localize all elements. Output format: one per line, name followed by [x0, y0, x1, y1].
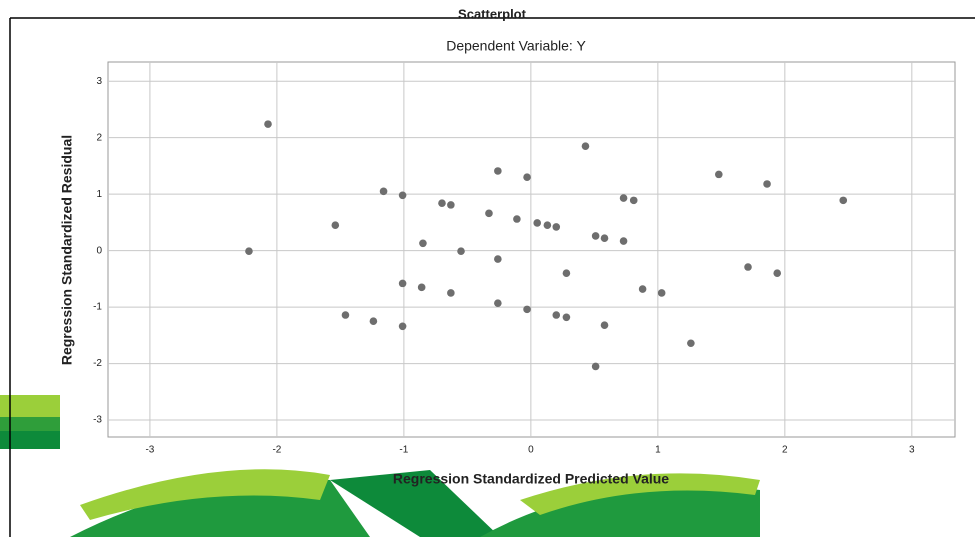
- watermark-band: [0, 395, 60, 417]
- point: [419, 239, 427, 247]
- point: [658, 289, 666, 297]
- point: [592, 363, 600, 371]
- point: [447, 289, 455, 297]
- point: [245, 247, 253, 255]
- point: [563, 313, 571, 321]
- point: [839, 197, 847, 205]
- point: [620, 194, 628, 202]
- x-tick-label: 1: [655, 445, 661, 456]
- y-tick-label: -2: [93, 358, 102, 369]
- point: [332, 221, 340, 229]
- point: [763, 180, 771, 188]
- watermark-band: [0, 417, 60, 431]
- chart-subtitle: Dependent Variable: Y: [446, 38, 586, 54]
- point: [380, 188, 388, 196]
- point: [342, 311, 350, 319]
- point: [494, 299, 502, 307]
- chart-title: Scatterplot: [458, 6, 527, 21]
- point: [264, 120, 272, 128]
- chart: Scatterplot Dependent Variable: Y Regres…: [0, 0, 975, 537]
- point: [620, 237, 628, 245]
- point: [494, 167, 502, 175]
- point: [744, 263, 752, 271]
- point: [523, 173, 531, 181]
- point: [552, 223, 560, 231]
- watermark-band: [0, 431, 60, 449]
- point: [513, 215, 521, 223]
- y-tick-label: 3: [96, 76, 102, 87]
- point: [544, 221, 552, 229]
- y-tick-label: 1: [96, 189, 102, 200]
- x-tick-label: 0: [528, 445, 534, 456]
- point: [438, 199, 446, 207]
- point: [601, 234, 609, 242]
- point: [494, 255, 502, 263]
- y-axis-label: Regression Standardized Residual: [59, 135, 75, 365]
- point: [399, 191, 407, 199]
- point: [773, 269, 781, 277]
- point: [552, 311, 560, 319]
- point: [457, 247, 465, 255]
- plot-area: [108, 62, 955, 437]
- x-tick-label: -3: [145, 445, 154, 456]
- x-tick-label: 3: [909, 445, 915, 456]
- y-tick-label: 2: [96, 132, 102, 143]
- y-tick-label: -3: [93, 415, 102, 426]
- point: [399, 280, 407, 288]
- point: [592, 232, 600, 240]
- x-tick-label: -1: [399, 445, 408, 456]
- point: [418, 284, 426, 292]
- x-axis-label: Regression Standardized Predicted Value: [393, 471, 669, 487]
- point: [715, 171, 723, 179]
- y-tick-label: 0: [96, 245, 102, 256]
- point: [687, 339, 695, 347]
- point: [399, 323, 407, 331]
- point: [447, 201, 455, 209]
- y-tick-label: -1: [93, 302, 102, 313]
- x-tick-label: -2: [272, 445, 281, 456]
- point: [533, 219, 541, 227]
- point: [582, 142, 590, 150]
- point: [601, 321, 609, 329]
- point: [370, 317, 378, 325]
- point: [630, 197, 638, 205]
- point: [485, 210, 493, 218]
- point: [523, 306, 531, 314]
- point: [563, 269, 571, 277]
- x-tick-label: 2: [782, 445, 788, 456]
- point: [639, 285, 647, 293]
- page: {"chart_data": {"type": "scatter", "titl…: [0, 0, 975, 537]
